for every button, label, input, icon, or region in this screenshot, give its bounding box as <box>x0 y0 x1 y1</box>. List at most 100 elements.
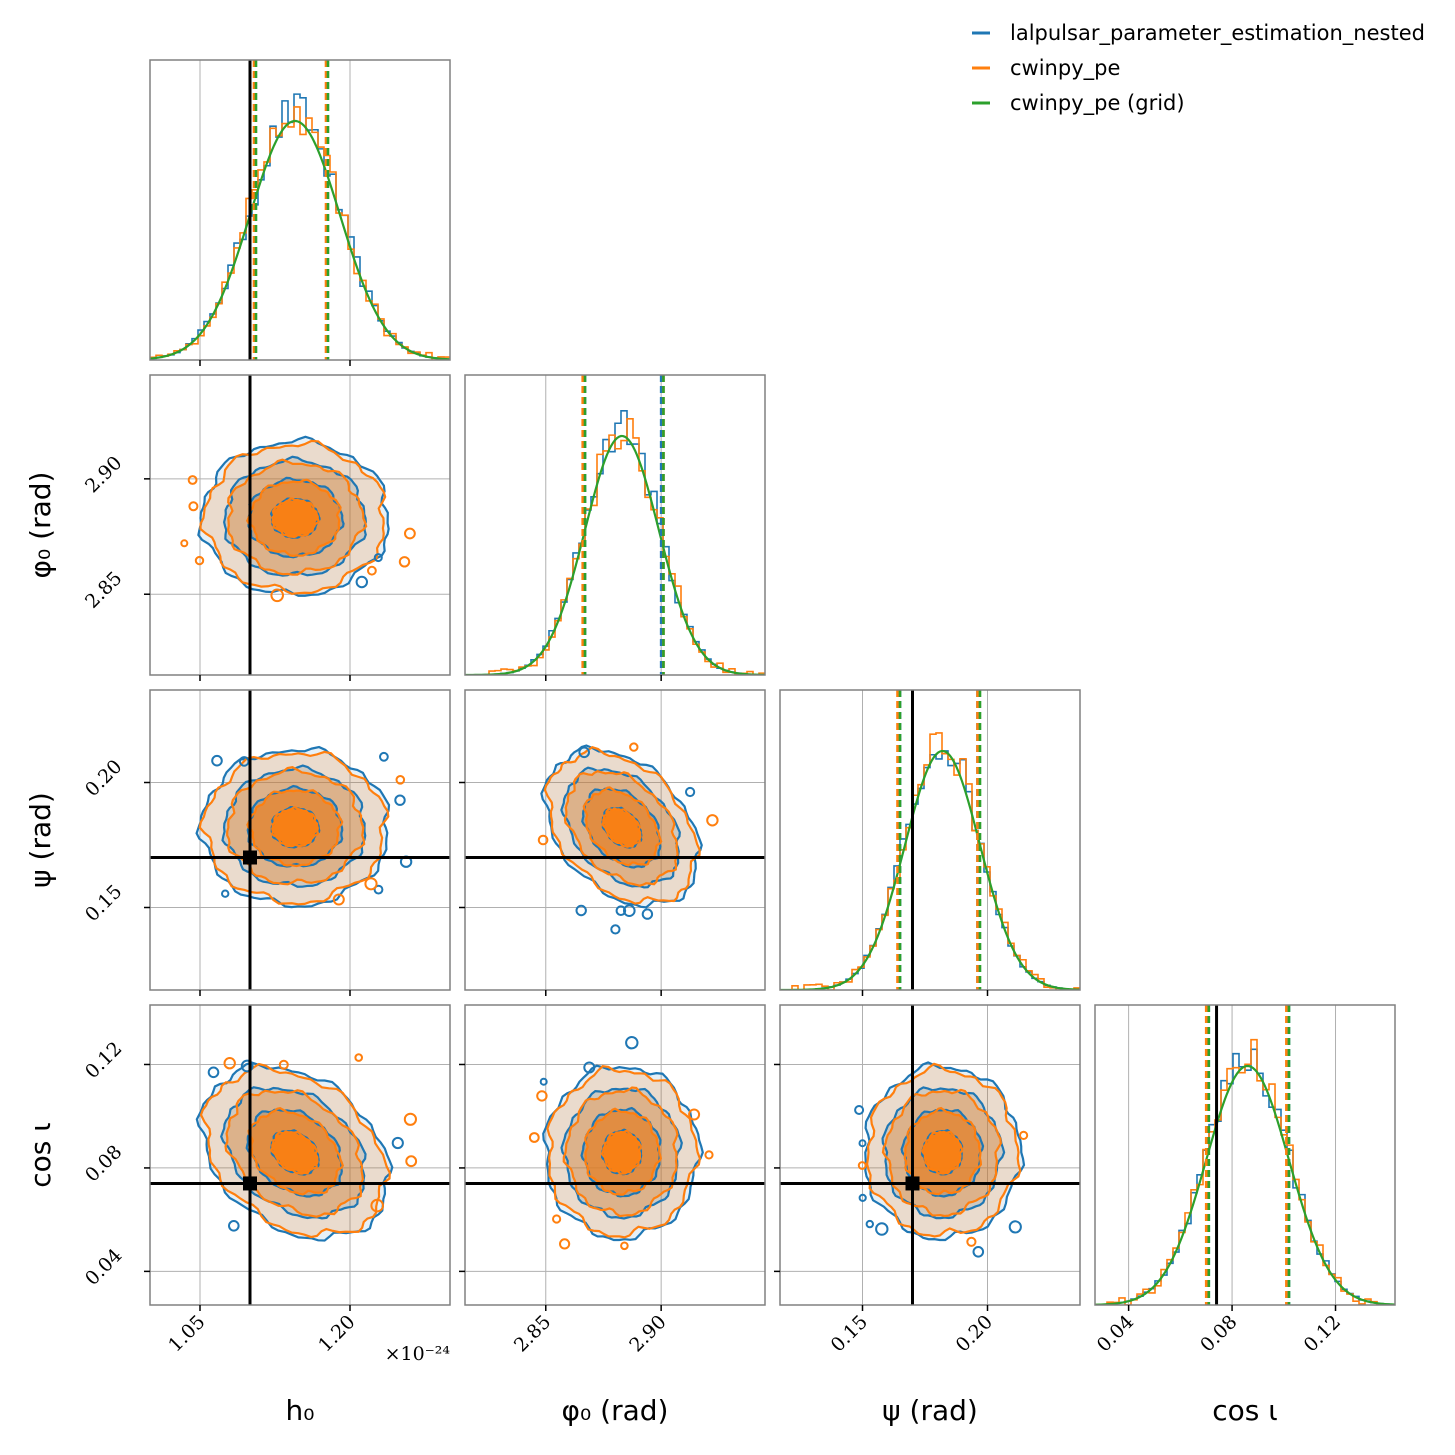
contour-island-series_1 <box>1008 1220 1022 1234</box>
panel-content <box>465 1005 765 1305</box>
panel-h0-h0 <box>149 59 451 366</box>
contour-line-series_2 <box>226 458 368 576</box>
contour-island-series_1 <box>240 1059 254 1073</box>
contour-island-series_2 <box>278 1059 289 1070</box>
contour-line-series_2 <box>601 1129 642 1175</box>
contour-line-series_2 <box>270 1130 319 1175</box>
panel-frame <box>779 689 1081 991</box>
contour-island-series_1 <box>972 1246 985 1258</box>
y-axis-label: ψ (rad) <box>24 792 57 888</box>
contour-island-series_1 <box>228 1220 240 1232</box>
contour-line-series_2 <box>903 1106 983 1196</box>
x-axis-label: ψ (rad) <box>882 1394 978 1427</box>
contour-island-series_2 <box>187 475 198 485</box>
contour-line-series_2 <box>224 1089 365 1218</box>
contour-island-series_2 <box>194 555 205 566</box>
contour-line-series_2 <box>881 1088 1002 1218</box>
contour-line-series_1 <box>195 745 391 909</box>
contour-island-series_1 <box>858 1139 867 1148</box>
contour-island-series_1 <box>685 786 696 798</box>
contour-island-series_1 <box>211 754 223 767</box>
contour-island-series_2 <box>536 1090 548 1102</box>
x-tick-label: 2.90 <box>625 1311 670 1356</box>
panel-frame <box>779 1004 1081 1306</box>
contour-island-series_2 <box>270 588 284 603</box>
contour-line-series_2 <box>199 1062 391 1239</box>
x-axis-label: h₀ <box>286 1394 315 1427</box>
x-offset-label: ×10⁻²⁴ <box>385 1343 451 1365</box>
contour-island-series_2 <box>223 1057 236 1070</box>
contour-island-series_2 <box>405 1155 418 1168</box>
panel-frame <box>464 1004 766 1306</box>
legend-label: lalpulsar_parameter_estimation_nested <box>1010 21 1425 46</box>
y-tick-label: 0.20 <box>81 756 126 801</box>
y-axis-label: φ₀ (rad) <box>24 472 57 579</box>
y-axis-label: cos ι <box>24 1122 57 1188</box>
panel-content <box>780 1005 1080 1305</box>
panel-content <box>150 375 450 675</box>
x-tick-label: 0.12 <box>1300 1311 1345 1356</box>
contour-line-series_1 <box>881 1086 1006 1220</box>
contour-island-series_1 <box>615 905 627 916</box>
contour-island-series_2 <box>332 893 345 906</box>
panel-phi0-phi0 <box>464 374 766 681</box>
x-axis-label: cos ι <box>1212 1394 1278 1427</box>
contour-island-series_1 <box>854 1105 865 1115</box>
contour-line-series_2 <box>582 786 663 867</box>
contour-line-series_2 <box>865 1062 1022 1238</box>
panel-frame <box>149 374 451 676</box>
grid-posterior-curve <box>150 119 450 360</box>
panel-frame <box>149 1004 451 1306</box>
contour-fill-series_2 <box>602 808 641 847</box>
histogram-series_2 <box>1095 1038 1395 1305</box>
contour-fill-series_2 <box>272 498 319 537</box>
contour-island-series_2 <box>629 742 639 752</box>
contour-line-series_2 <box>562 1086 679 1218</box>
contour-island-series_1 <box>858 1193 867 1202</box>
contour-line-series_1 <box>581 787 662 869</box>
panel-psi-h0: 0.15 0.20 ψ (rad) <box>24 689 451 996</box>
panel-content <box>780 690 1080 990</box>
contour-island-series_2 <box>354 1053 363 1062</box>
y-tick-label: 0.04 <box>81 1244 126 1289</box>
grid-posterior-curve <box>780 749 1080 990</box>
contour-island-series_1 <box>355 575 369 589</box>
contour-island-series_1 <box>207 1066 220 1079</box>
histogram-series_1 <box>1095 1048 1395 1305</box>
y-tick-label: 0.08 <box>81 1141 126 1186</box>
truth-marker <box>243 1176 257 1191</box>
contour-island-series_2 <box>180 539 189 548</box>
contour-island-series_2 <box>552 1214 562 1224</box>
contour-fill-series_2 <box>922 1131 963 1174</box>
contour-island-series_2 <box>398 556 411 568</box>
panel-psi-psi <box>779 689 1081 996</box>
contour-line-series_2 <box>601 807 642 848</box>
x-tick-label: 2.85 <box>510 1311 555 1356</box>
contour-island-series_1 <box>578 746 590 759</box>
grid-posterior-curve <box>465 434 765 675</box>
contour-island-series_1 <box>625 1036 639 1050</box>
contour-line-series_2 <box>199 439 387 595</box>
contour-island-series_1 <box>623 904 636 917</box>
contour-island-series_2 <box>537 834 549 846</box>
contour-island-series_1 <box>238 756 250 767</box>
x-tick-label: 0.04 <box>1093 1311 1138 1356</box>
contour-line-series_2 <box>226 766 366 886</box>
contour-line-series_1 <box>864 1061 1026 1242</box>
truth-marker <box>243 850 257 865</box>
contour-fill-series_2 <box>271 1131 318 1174</box>
panel-content <box>150 1005 450 1305</box>
panel-frame <box>464 374 766 676</box>
histogram-series_1 <box>150 93 450 360</box>
contour-island-series_1 <box>875 1222 889 1236</box>
contour-island-series_2 <box>395 775 406 785</box>
contour-line-series_2 <box>543 746 701 905</box>
contour-island-series_1 <box>379 751 389 762</box>
contour-island-series_2 <box>857 1161 867 1170</box>
x-tick-label: 0.08 <box>1196 1311 1241 1356</box>
legend-label: cwinpy_pe <box>1010 56 1120 81</box>
contour-line-series_2 <box>198 750 390 906</box>
contour-island-series_2 <box>704 1150 714 1160</box>
contour-line-series_2 <box>246 478 342 557</box>
contour-island-series_1 <box>583 1061 596 1074</box>
